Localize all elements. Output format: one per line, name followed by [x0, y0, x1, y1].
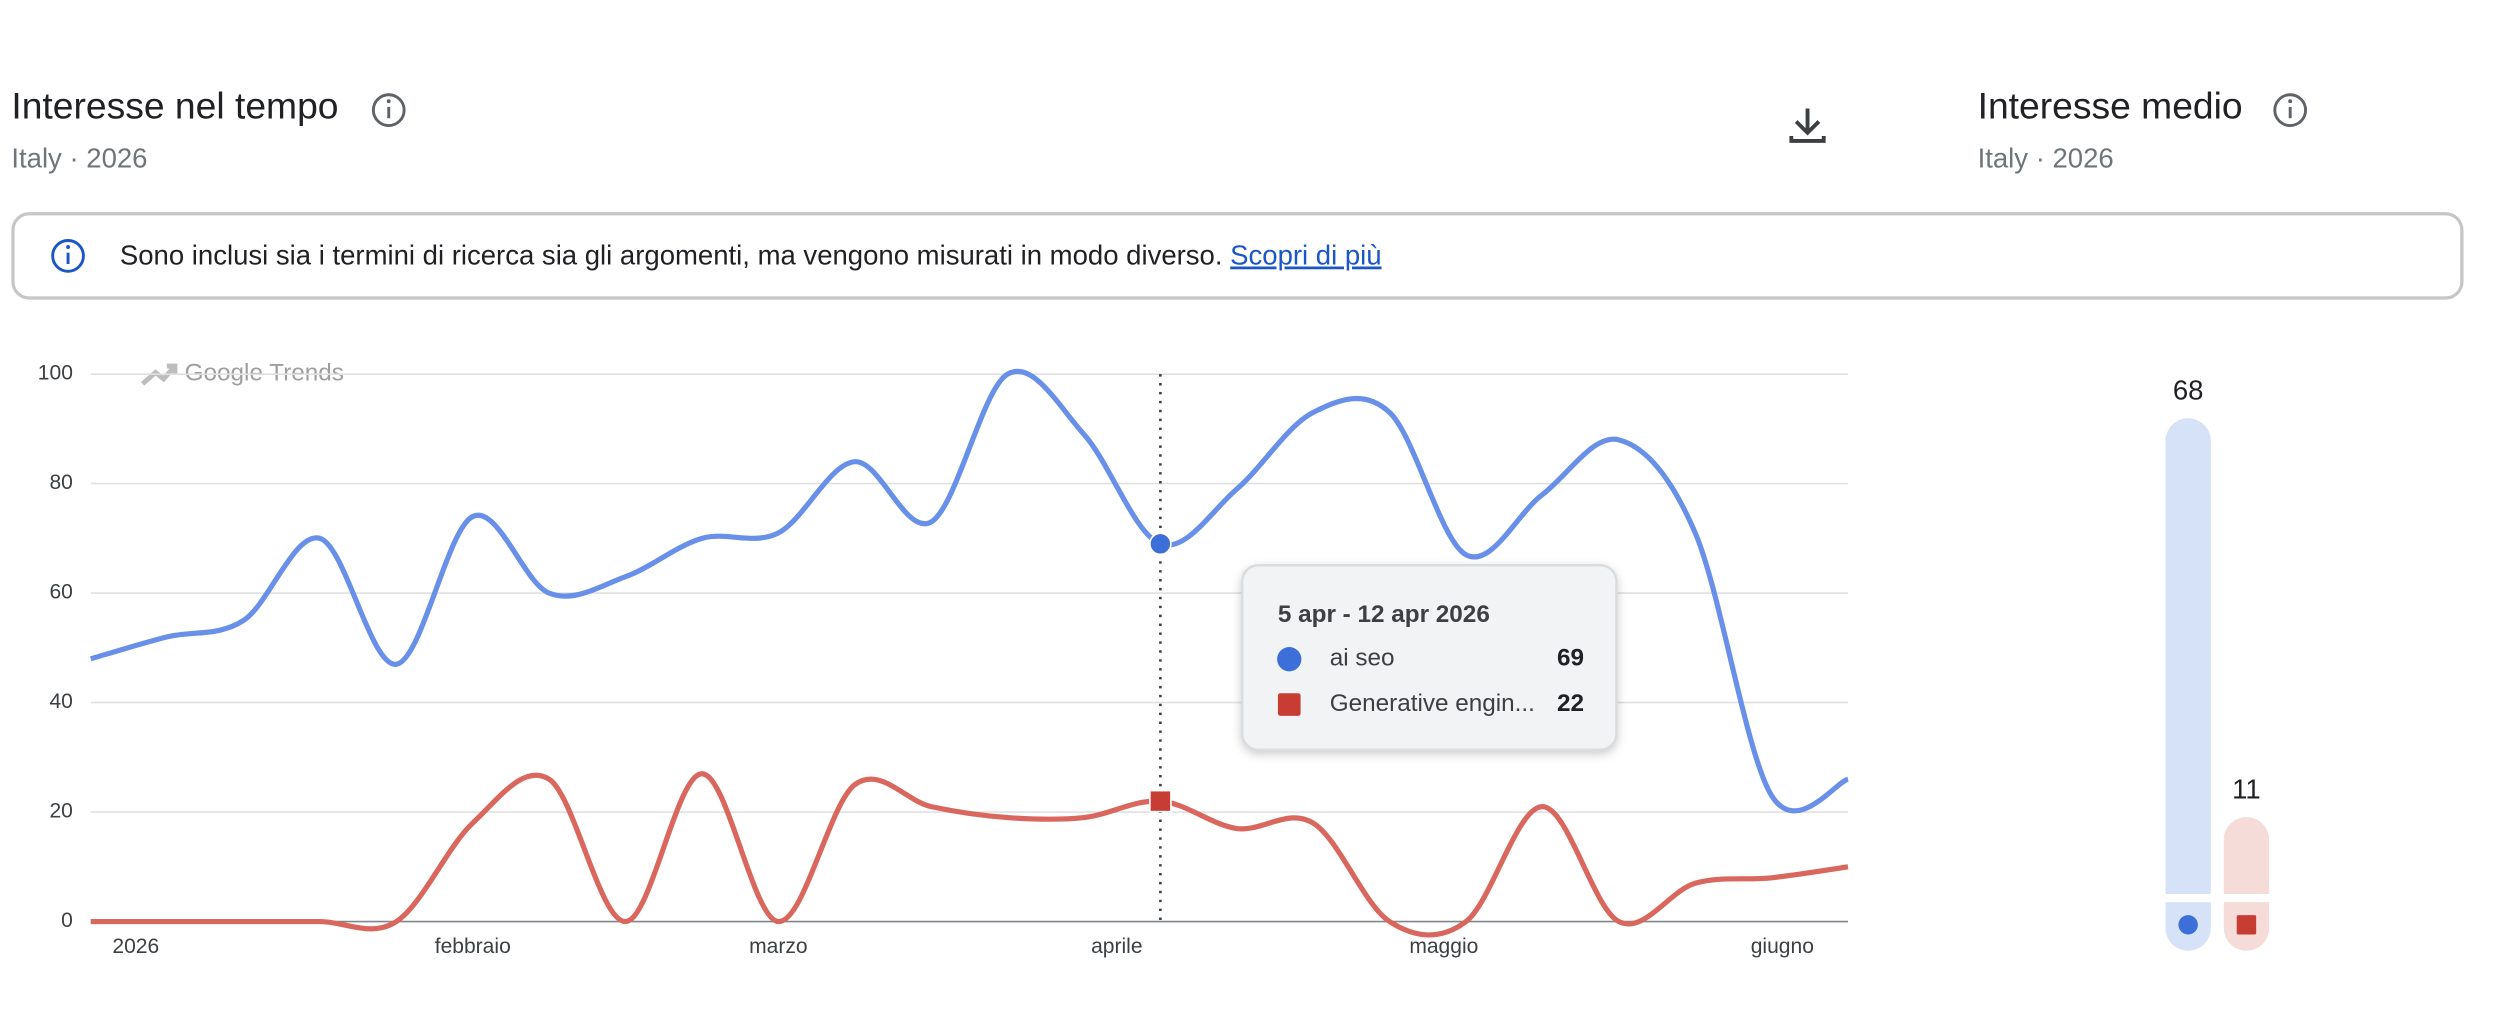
tooltip-value: 69: [1557, 645, 1584, 672]
tooltip-value: 22: [1557, 690, 1584, 717]
average-bar: [2223, 817, 2270, 895]
tooltip-title: 5 apr - 12 apr 2026: [1278, 601, 1490, 628]
watermark: Google Trends: [185, 360, 344, 387]
bar-value: 11: [2232, 773, 2261, 804]
notice-icon: [51, 239, 85, 273]
tooltip-box: [1241, 564, 1618, 752]
side-title: Interesse medio: [1978, 84, 2243, 126]
average-bar: [2165, 418, 2211, 895]
info-icon[interactable]: [371, 93, 406, 127]
x-tick-label: 2026: [112, 935, 159, 958]
y-tick-label: 20: [49, 800, 72, 823]
y-tick-label: 40: [49, 690, 72, 713]
y-tick-label: 80: [49, 471, 72, 494]
bar-value: 68: [2173, 375, 2204, 406]
x-tick-label: febbraio: [435, 935, 511, 958]
tooltip: 5 apr - 12 apr 2026 ai seo 69 Generative en…: [1241, 564, 1618, 752]
download-icon[interactable]: [1789, 108, 1826, 143]
bar-marker: [2236, 915, 2257, 935]
bar-marker: [2178, 915, 2198, 935]
subtitle: Italy · 2026: [11, 143, 147, 174]
x-tick-label: maggio: [1409, 935, 1478, 958]
x-tick-label: marzo: [749, 935, 807, 958]
notice-body: Sono inclusi sia i termini di ricerca si…: [120, 240, 1223, 271]
tooltip-series: ai seo: [1330, 645, 1395, 672]
tooltip-marker: [1277, 693, 1301, 716]
watermark-icon: [140, 363, 178, 386]
highlight-point: [1149, 789, 1172, 813]
y-tick-label: 60: [49, 581, 72, 604]
x-tick-label: aprile: [1091, 935, 1142, 958]
notice-link[interactable]: Scopri di più: [1230, 240, 1381, 271]
title: Interesse nel tempo: [11, 84, 338, 126]
notice-box: [11, 212, 2464, 300]
y-tick-label: 100: [38, 362, 73, 385]
x-tick-label: giugno: [1751, 935, 1814, 958]
y-tick-label: 0: [61, 909, 73, 932]
tooltip-marker: [1277, 647, 1302, 672]
tooltip-series: Generative engin...: [1330, 690, 1535, 717]
highlight-point: [1149, 532, 1172, 556]
series-line: [90, 771, 1849, 938]
series-line: [90, 369, 1850, 814]
notice-text: Sono inclusi sia i termini di ricerca si…: [120, 240, 1382, 271]
info-icon[interactable]: [2273, 93, 2308, 127]
side-subtitle: Italy · 2026: [1978, 143, 2114, 174]
